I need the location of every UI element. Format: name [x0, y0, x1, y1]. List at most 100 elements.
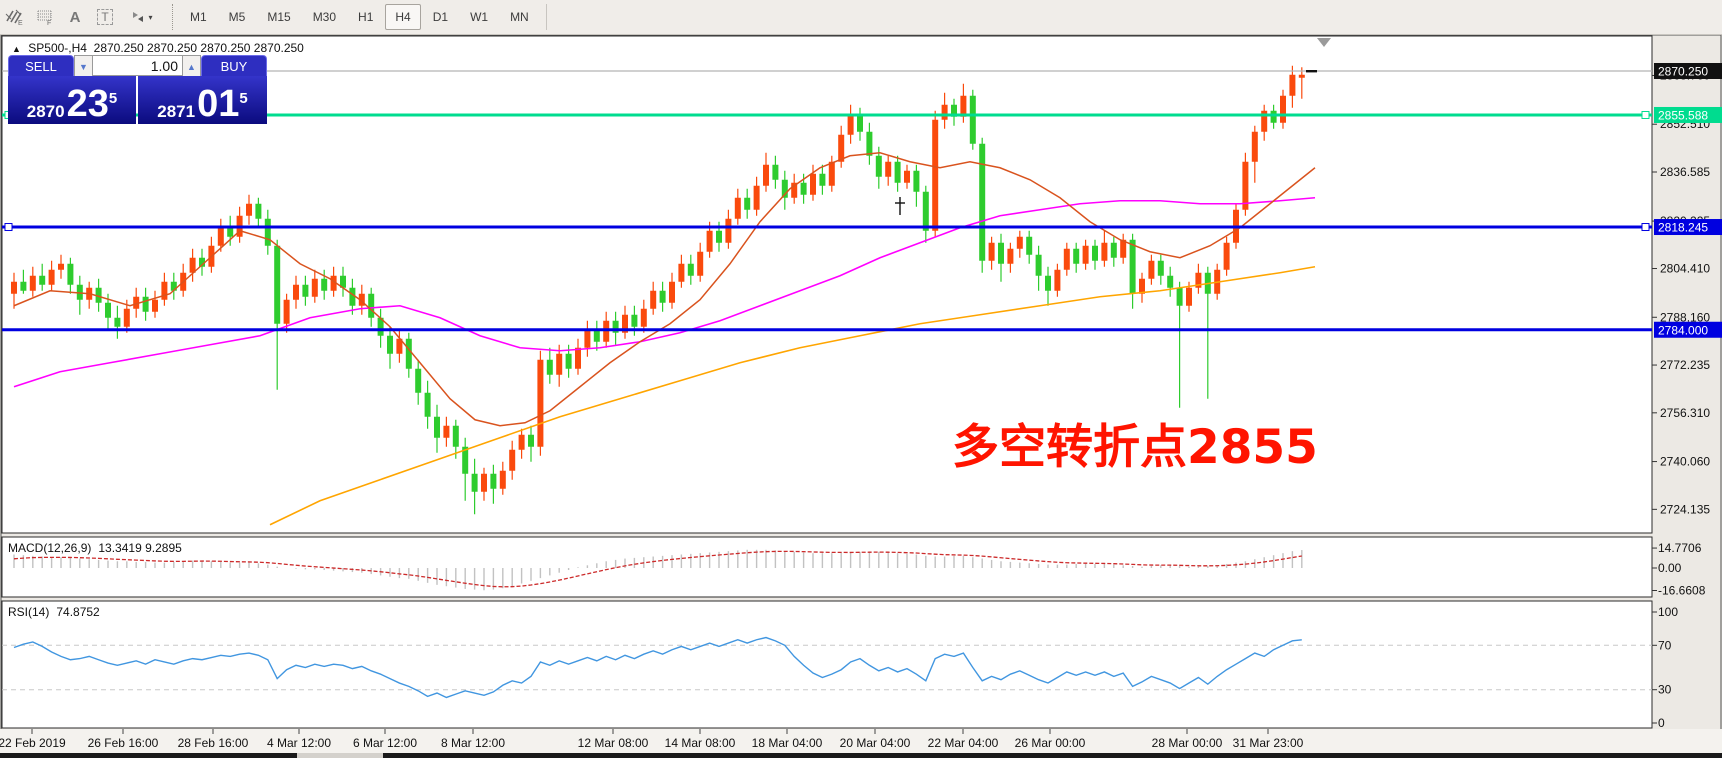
chevron-down-icon: ▾ [148, 12, 153, 22]
svg-text:30: 30 [1658, 683, 1672, 697]
objects-icon[interactable]: ▾ [122, 4, 160, 30]
blue-level-badge-1: 2818.245 [1654, 219, 1722, 236]
svg-text:2855.588: 2855.588 [1658, 108, 1708, 122]
price-tick-label: 2740.060 [1660, 455, 1710, 469]
time-tick-label: 4 Mar 12:00 [267, 736, 331, 750]
time-tick-label: 28 Mar 00:00 [1152, 736, 1223, 750]
timeframe-button-h4[interactable]: H4 [385, 4, 421, 30]
sell-tab[interactable]: SELL [8, 55, 74, 77]
candles [11, 65, 1305, 515]
horizontal-scrollbar[interactable] [0, 753, 1722, 758]
toolbar: E F A T ▾ M1 M5 M15 M30 H1 H4 D1 W1 MN [0, 0, 1722, 35]
svg-text:-16.6608: -16.6608 [1658, 583, 1706, 597]
chart-annotation-text: 多空转折点2855 [952, 420, 1318, 475]
rsi-line [13, 636, 1302, 699]
time-tick-label: 12 Mar 08:00 [578, 736, 649, 750]
time-tick-label: 8 Mar 12:00 [441, 736, 505, 750]
timeframe-button-w1[interactable]: W1 [470, 10, 489, 24]
buy-tab[interactable]: BUY [201, 55, 267, 77]
svg-text:2784.000: 2784.000 [1658, 323, 1708, 337]
sell-price-big: 23 [66, 82, 109, 125]
indicators-icon[interactable]: E [2, 4, 28, 30]
time-tick-label: 26 Mar 00:00 [1015, 736, 1086, 750]
buy-button[interactable]: 2871 01 5 [138, 76, 267, 124]
svg-text:0.00: 0.00 [1658, 561, 1682, 575]
macd-histogram [13, 549, 1303, 591]
timeframe-button-m5[interactable]: M5 [228, 10, 246, 24]
rsi-value: 74.8752 [56, 605, 100, 619]
svg-text:70: 70 [1658, 638, 1672, 652]
price-direction-icon: ▲ [12, 44, 21, 54]
timeframe-button-m1[interactable]: M1 [190, 10, 207, 24]
price-tick-label: 2836.585 [1660, 165, 1710, 179]
blue-level-badge-2: 2784.000 [1654, 321, 1722, 338]
sell-price-sup: 5 [108, 90, 118, 107]
expert-grid-icon[interactable]: F [32, 4, 58, 30]
ma-fast-line [13, 151, 1316, 427]
current-price-badge: 2870.250 [1654, 63, 1722, 79]
macd-values: 13.3419 9.2895 [98, 541, 182, 555]
price-tick-label: 2788.160 [1660, 310, 1710, 324]
rsi-axis: 100 70 30 0 [1652, 605, 1678, 730]
time-tick-label: 26 Feb 16:00 [88, 736, 159, 750]
svg-text:E: E [18, 20, 23, 26]
symbol-name: SP500-,H4 [28, 41, 87, 55]
svg-text:100: 100 [1658, 605, 1678, 619]
symbol-quotes: 2870.250 2870.250 2870.250 2870.250 [93, 41, 304, 55]
chart-shift-marker[interactable] [1317, 38, 1331, 47]
volume-input[interactable] [93, 55, 182, 76]
time-tick-label: 22 Mar 04:00 [928, 736, 999, 750]
symbol-header: ▲ SP500-,H4 2870.250 2870.250 2870.250 2… [12, 41, 304, 55]
timeframe-button-h1[interactable]: H1 [358, 10, 374, 24]
time-axis[interactable]: 22 Feb 2019 26 Feb 16:00 28 Feb 16:00 4 Mar… [0, 729, 1722, 753]
timeframe-button-m15[interactable]: M15 [267, 10, 291, 24]
price-tick-label: 2772.235 [1660, 358, 1710, 372]
time-tick-label: 18 Mar 04:00 [752, 736, 823, 750]
cross-marker-object[interactable] [895, 197, 905, 215]
volume-up-button[interactable]: ▲ [182, 55, 201, 78]
macd-label: MACD(12,26,9) 13.3419 9.2895 [8, 541, 189, 555]
time-tick-label: 14 Mar 08:00 [665, 736, 736, 750]
sell-button[interactable]: 2870 23 5 [8, 76, 136, 124]
volume-stepper: ▼ ▲ [74, 55, 201, 78]
volume-down-button[interactable]: ▼ [74, 55, 93, 78]
toolbar-separator [545, 4, 547, 30]
timeframe-button-m30[interactable]: M30 [312, 10, 337, 24]
rsi-pane[interactable] [1, 600, 1653, 729]
time-tick-label: 31 Mar 23:00 [1233, 736, 1304, 750]
time-tick-label: 28 Feb 16:00 [178, 736, 249, 750]
svg-text:2870.250: 2870.250 [1658, 65, 1708, 79]
last-price-dash [1306, 70, 1317, 73]
svg-text:0: 0 [1658, 716, 1665, 730]
svg-text:F: F [47, 20, 51, 26]
ma-mid-line [13, 196, 1316, 388]
green-level-badge: 2855.588 [1654, 106, 1722, 123]
rsi-label: RSI(14) 74.8752 [8, 605, 107, 619]
buy-price-sup: 5 [239, 90, 248, 107]
buy-price-prefix: 2871 [157, 102, 196, 121]
time-tick-label: 6 Mar 12:00 [353, 736, 417, 750]
timeframe-button-mn[interactable]: MN [510, 10, 529, 24]
rsi-title: RSI(14) [8, 605, 50, 619]
time-tick-label: 20 Mar 04:00 [840, 736, 911, 750]
price-tick-label: 2724.135 [1660, 502, 1710, 516]
scrollbar-gap [297, 753, 383, 758]
text-select-icon[interactable]: T [92, 4, 118, 30]
toolbar-grip[interactable] [172, 4, 173, 30]
price-tick-label: 2756.310 [1660, 406, 1710, 420]
one-click-trade-panel: SELL ▼ ▲ BUY 2870 23 5 2871 01 5 [8, 55, 267, 124]
time-tick-label: 22 Feb 2019 [0, 736, 66, 750]
horizontal-line-2818.245[interactable] [2, 223, 1652, 232]
macd-axis: 14.7706 0.00 -16.6608 [1652, 541, 1706, 597]
svg-text:2818.245: 2818.245 [1658, 221, 1708, 235]
price-axis: 2868.7602852.5102836.5852820.2252804.410… [1652, 68, 1710, 516]
macd-title: MACD(12,26,9) [8, 541, 92, 555]
sell-price-prefix: 2870 [26, 102, 65, 121]
macd-signal-line [13, 550, 1302, 588]
text-label-icon[interactable]: A [69, 8, 81, 26]
svg-text:14.7706: 14.7706 [1658, 541, 1702, 555]
price-tick-label: 2804.410 [1660, 262, 1710, 276]
ma-slow-line [269, 265, 1316, 526]
timeframe-button-d1[interactable]: D1 [432, 10, 449, 24]
